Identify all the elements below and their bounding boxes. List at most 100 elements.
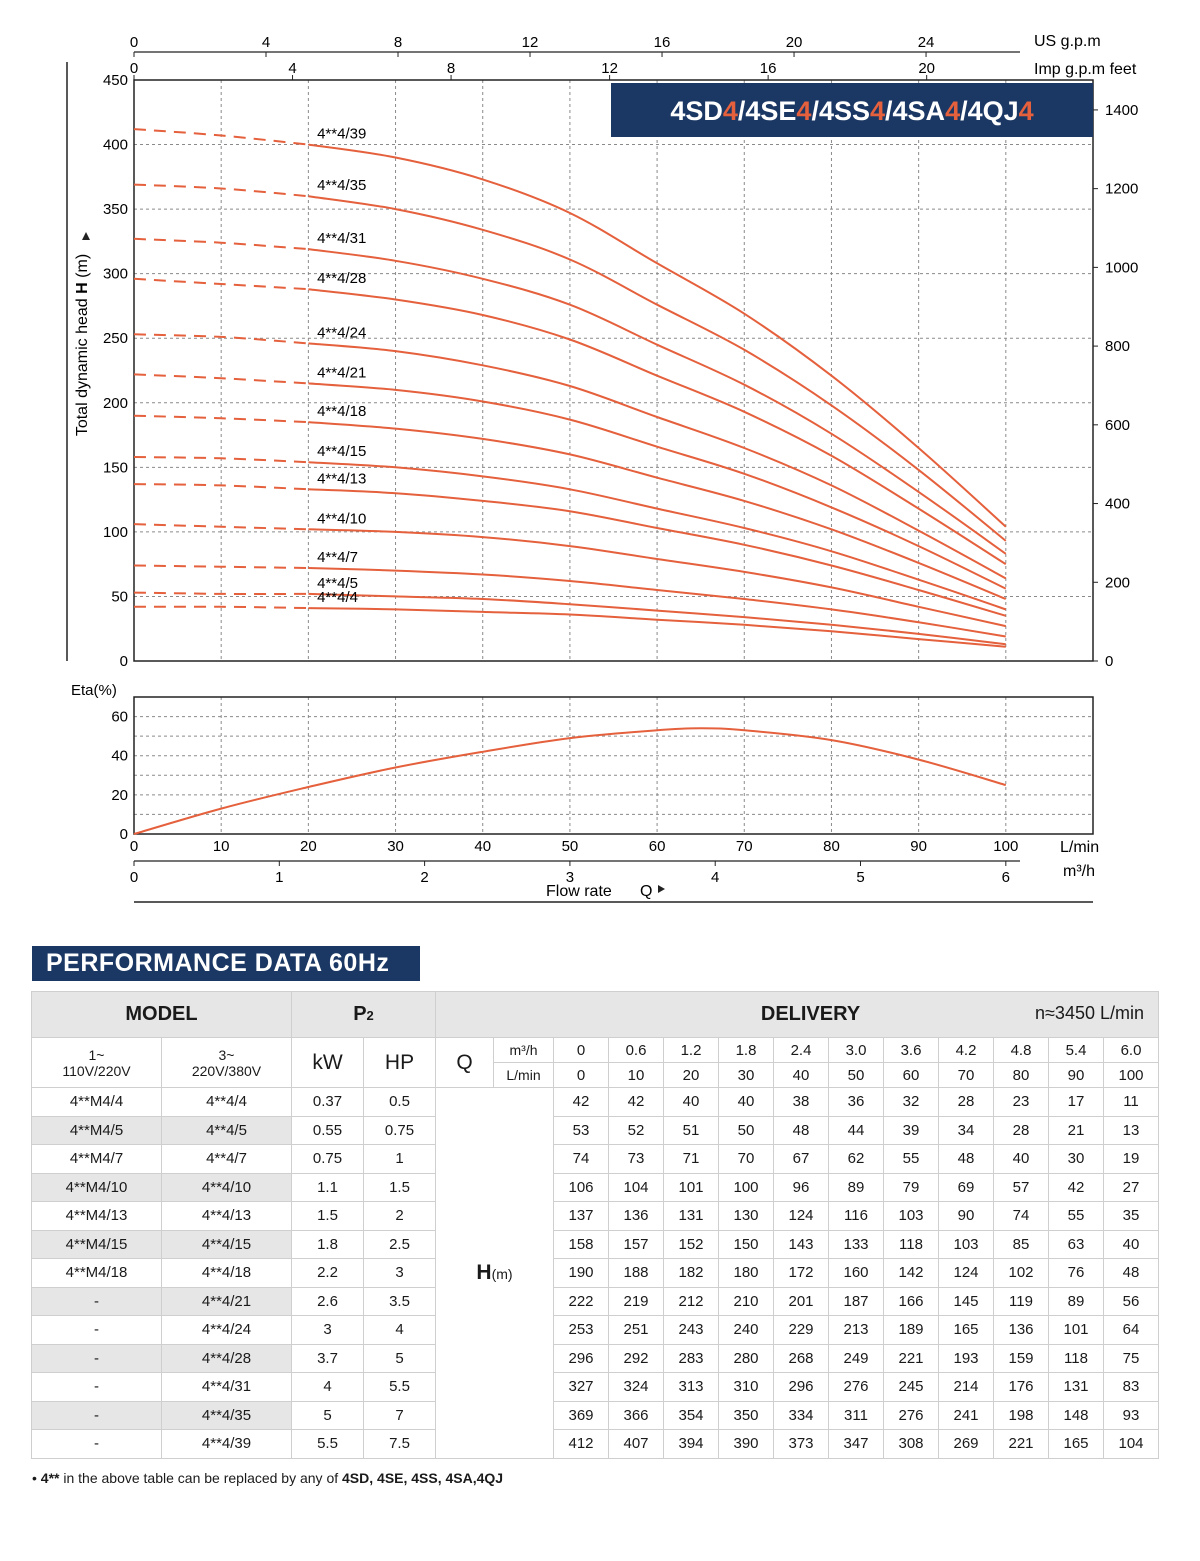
head-value: 35: [1103, 1201, 1159, 1231]
head-value: 131: [1048, 1372, 1104, 1402]
table-row: 4**M4/18 4**4/18 2.2 3 190 188 182 180 172 160 142…: [31, 1258, 1159, 1288]
head-value: 17: [1048, 1087, 1104, 1117]
head-value: 100: [718, 1172, 774, 1202]
header-h: H(m): [435, 1087, 554, 1459]
footnote-models: 4SD, 4SE, 4SS, 4SA,4QJ: [342, 1470, 504, 1486]
curve-label: 4**4/5: [317, 575, 358, 592]
header-lmin-value: 80: [993, 1062, 1049, 1088]
footnote-bullet: •: [32, 1470, 37, 1486]
head-value: 42: [553, 1087, 609, 1117]
power-hp: 0.75: [363, 1115, 436, 1145]
header-delivery: n≈3450 L/min DELIVERY: [435, 991, 1159, 1038]
us-gpm-tick-label: 24: [918, 34, 935, 51]
head-value: 165: [1048, 1429, 1104, 1459]
head-value: 63: [1048, 1229, 1104, 1259]
head-value: 133: [828, 1229, 884, 1259]
head-value: 62: [828, 1144, 884, 1174]
chart-title-box: [611, 83, 1093, 137]
y-tick-label: 350: [103, 201, 128, 218]
curve-label: 4**4/15: [317, 443, 366, 460]
head-value: 104: [1103, 1429, 1159, 1459]
head-value: 310: [718, 1372, 774, 1402]
head-value: 124: [938, 1258, 994, 1288]
header-m3h-label: m³/h: [493, 1037, 554, 1063]
header-hp: HP: [363, 1037, 436, 1088]
head-value: 150: [718, 1229, 774, 1259]
chart-title-part: 4: [796, 96, 811, 126]
right-tick-label: 1200: [1105, 181, 1138, 198]
head-value: 19: [1103, 1144, 1159, 1174]
y-axis-label: Total dynamic head H (m): [74, 254, 91, 436]
head-value: 354: [663, 1400, 719, 1430]
eta-tick-label: 0: [120, 826, 128, 843]
y-tick-label: 200: [103, 395, 128, 412]
head-value: 48: [773, 1115, 829, 1145]
head-value: 55: [1048, 1201, 1104, 1231]
table-row: -4**4/24 3 4 253 251 243 240 229 213 189 165 136 101…: [31, 1315, 1159, 1345]
header-h-label: H: [476, 1260, 492, 1284]
head-value: 145: [938, 1286, 994, 1316]
head-value: 157: [608, 1229, 664, 1259]
power-hp: 4: [363, 1315, 436, 1345]
head-value: 52: [608, 1115, 664, 1145]
model-single-phase: -: [31, 1372, 162, 1402]
header-q: Q: [435, 1037, 494, 1088]
head-value: 221: [993, 1429, 1049, 1459]
curve-4**4/35: [308, 195, 1007, 542]
header-single-phase-line: 110V/220V: [62, 1062, 131, 1079]
head-value: 280: [718, 1343, 774, 1373]
head-value: 42: [608, 1087, 664, 1117]
head-value: 276: [883, 1400, 939, 1430]
m3h-tick-label: 4: [711, 869, 719, 886]
head-value: 64: [1103, 1315, 1159, 1345]
curve-dashed-4**4/4: [133, 605, 309, 610]
head-value: 28: [993, 1115, 1049, 1145]
curve-dashed-4**4/10: [133, 523, 309, 531]
head-value: 296: [773, 1372, 829, 1402]
head-value: 40: [663, 1087, 719, 1117]
performance-table: MODEL P2 n≈3450 L/min DELIVERY 1~ 110V/220V 3~…: [31, 991, 1159, 1459]
right-tick-label: 200: [1105, 574, 1130, 591]
head-value: 70: [718, 1144, 774, 1174]
header-lmin-value: 0: [553, 1062, 609, 1088]
head-value: 11: [1103, 1087, 1159, 1117]
model-single-phase: -: [31, 1400, 162, 1430]
head-value: 390: [718, 1429, 774, 1459]
header-lmin-value: 60: [883, 1062, 939, 1088]
head-value: 40: [993, 1144, 1049, 1174]
header-three-phase-line: 220V/380V: [191, 1062, 262, 1079]
head-value: 142: [883, 1258, 939, 1288]
head-value: 222: [553, 1286, 609, 1316]
curve-label: 4**4/24: [317, 324, 366, 341]
head-value: 102: [993, 1258, 1049, 1288]
model-single-phase: 4**M4/18: [31, 1258, 162, 1288]
right-tick-label: 800: [1105, 338, 1130, 355]
model-single-phase: 4**M4/10: [31, 1172, 162, 1202]
lmin-tick-label: 0: [130, 838, 138, 855]
y-axis-label-part: H: [74, 282, 91, 294]
head-value: 30: [1048, 1144, 1104, 1174]
curve-dashed-4**4/5: [133, 591, 309, 595]
power-kw: 3: [291, 1315, 364, 1345]
header-m3h-value: 0.6: [608, 1037, 664, 1063]
right-tick-label: 1400: [1105, 102, 1138, 119]
head-value: 101: [663, 1172, 719, 1202]
head-value: 137: [553, 1201, 609, 1231]
chart-title-part: /4QJ: [960, 96, 1019, 126]
head-value: 39: [883, 1115, 939, 1145]
head-value: 55: [883, 1144, 939, 1174]
m3h-tick-label: 0: [130, 869, 138, 886]
head-value: 296: [553, 1343, 609, 1373]
model-three-phase: 4**4/5: [161, 1115, 292, 1145]
power-hp: 3: [363, 1258, 436, 1288]
header-p2-label: P: [353, 1003, 367, 1025]
head-value: 221: [883, 1343, 939, 1373]
head-value: 412: [553, 1429, 609, 1459]
header-p2-subscript: 2: [366, 1008, 374, 1023]
head-value: 75: [1103, 1343, 1159, 1373]
head-plot-frame: [133, 79, 1094, 662]
header-model: MODEL: [31, 991, 292, 1038]
head-value: 73: [608, 1144, 664, 1174]
power-hp: 3.5: [363, 1286, 436, 1316]
imp-gpm-tick-label: 20: [918, 60, 935, 77]
